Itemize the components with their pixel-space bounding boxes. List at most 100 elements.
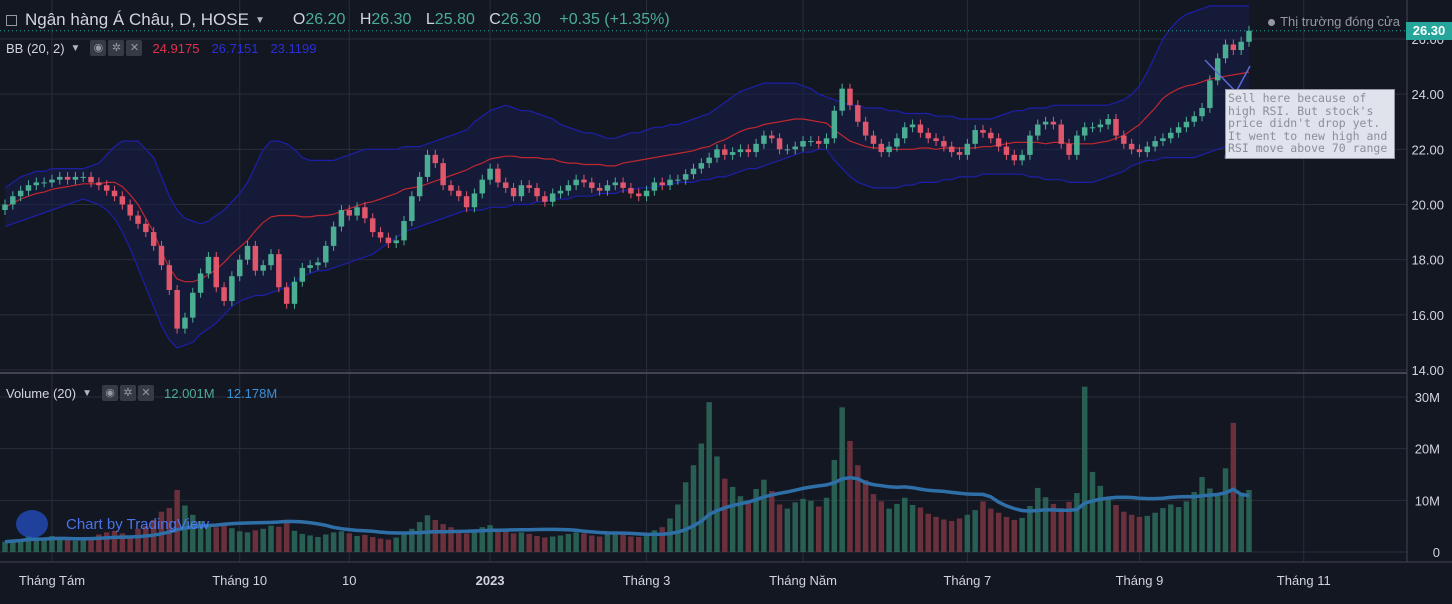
candle-body: [878, 143, 885, 153]
candle-body: [135, 215, 141, 224]
volume-bar: [776, 504, 783, 552]
ohlc-values: O26.20 H26.30 L25.80 C26.30 +0.35 (+1.35…: [283, 11, 670, 29]
volume-bar: [933, 516, 939, 552]
volume-bar: [166, 508, 173, 552]
volume-bar: [706, 402, 712, 552]
tradingview-branding[interactable]: Chart by TradingView: [16, 510, 209, 538]
volume-bar: [197, 521, 204, 552]
volume-bar: [995, 512, 1002, 552]
eye-icon[interactable]: ◉: [90, 40, 107, 56]
candle-body: [761, 135, 767, 144]
time-tick-label: 10: [342, 573, 356, 588]
collapse-legend-icon[interactable]: [6, 14, 17, 26]
candle-body: [276, 254, 282, 288]
candle-body: [1113, 118, 1119, 136]
candle-body: [1027, 135, 1033, 155]
volume-bar: [651, 530, 658, 552]
volume-bar: [244, 532, 251, 552]
volume-bar: [495, 528, 501, 552]
volume-bar: [1144, 515, 1151, 552]
low-value: 25.80: [434, 11, 475, 28]
candle-body: [1136, 149, 1143, 153]
volume-bar: [729, 486, 736, 552]
symbol-title[interactable]: Ngân hàng Á Châu, D, HOSE: [25, 10, 249, 29]
volume-bar: [323, 534, 329, 552]
candle-body: [25, 185, 32, 191]
volume-bar: [510, 533, 517, 552]
candle-body: [57, 176, 63, 180]
volume-bar: [456, 530, 462, 552]
volume-bar: [1214, 496, 1221, 552]
chevron-down-icon[interactable]: ▼: [254, 14, 265, 26]
volume-bar: [346, 533, 352, 552]
bb-label[interactable]: BB (20, 2): [6, 40, 65, 56]
volume-bar: [792, 502, 798, 552]
candle-body: [792, 146, 798, 150]
volume-bar: [784, 508, 791, 552]
eye-icon[interactable]: ◉: [102, 385, 118, 401]
market-status-text: Thị trường đóng cửa: [1280, 14, 1400, 29]
candle-body: [1160, 138, 1166, 142]
candle-body: [221, 287, 227, 302]
candle-body: [776, 138, 783, 150]
gear-icon[interactable]: ✲: [108, 40, 125, 56]
candle-body: [1230, 44, 1237, 51]
volume-bar: [1121, 511, 1127, 552]
volume-bar: [808, 500, 814, 552]
text-annotation[interactable]: Sell here because of high RSI. But stock…: [1225, 89, 1395, 159]
chevron-down-icon[interactable]: ▼: [70, 42, 81, 54]
candle-body: [1011, 154, 1018, 161]
close-value: 26.30: [500, 11, 541, 28]
volume-bar: [1081, 386, 1088, 552]
candle-body: [252, 245, 259, 271]
candle-body: [1175, 127, 1182, 133]
price-tick-label: 16.00: [1411, 308, 1444, 323]
time-tick-label: Tháng 3: [623, 573, 671, 588]
volume-legend: Volume (20) ▼ ◉ ✲ ✕ 12.001M 12.178M: [6, 385, 277, 401]
volume-bar: [769, 491, 775, 552]
volume-bar: [57, 537, 63, 552]
volume-bar: [909, 504, 916, 552]
volume-bar: [1089, 471, 1096, 552]
close-icon[interactable]: ✕: [138, 385, 154, 401]
volume-bar: [1003, 516, 1010, 552]
gear-icon[interactable]: ✲: [120, 385, 136, 401]
candle-body: [41, 182, 47, 184]
volume-bar: [291, 530, 298, 552]
price-tick-label: 14.00: [1411, 363, 1444, 378]
branding-text: Chart by TradingView: [66, 515, 210, 533]
volume-label[interactable]: Volume (20): [6, 385, 77, 401]
price-tick-label: 24.00: [1411, 87, 1444, 102]
candle-body: [690, 168, 697, 175]
volume-bar: [917, 507, 924, 552]
candle-body: [902, 127, 908, 139]
candle-body: [166, 265, 173, 291]
close-icon[interactable]: ✕: [126, 40, 143, 56]
volume-bar: [589, 535, 595, 552]
chevron-down-icon[interactable]: ▼: [82, 387, 92, 399]
volume-bar: [902, 497, 908, 552]
volume-bar: [487, 525, 493, 552]
candle-body: [96, 182, 102, 186]
volume-bar: [33, 537, 40, 552]
candle-body: [518, 185, 525, 197]
volume-bar: [299, 533, 306, 552]
volume-bar: [25, 536, 32, 552]
volume-bar: [229, 528, 235, 552]
volume-bar: [1035, 487, 1041, 552]
volume-bar: [377, 538, 384, 552]
volume-bar: [831, 460, 838, 552]
bb-upper-value: 26.7151: [211, 40, 259, 56]
volume-bar: [463, 533, 470, 552]
volume-bar: [190, 514, 196, 552]
candle-body: [565, 185, 572, 191]
volume-bar: [17, 539, 24, 552]
candle-body: [72, 176, 79, 180]
candle-body: [581, 179, 587, 183]
volume-bar: [393, 537, 399, 552]
volume-bar: [1128, 514, 1135, 552]
candle-body: [604, 185, 611, 191]
volume-tick-label: 20M: [1415, 442, 1440, 457]
candle-body: [244, 245, 251, 260]
